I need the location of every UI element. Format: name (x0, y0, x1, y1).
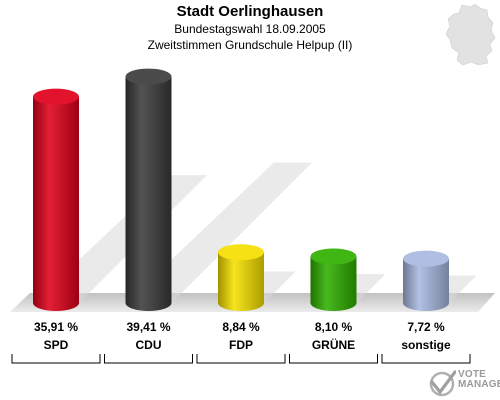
category-label-fdp: FDP (229, 338, 253, 352)
bar-spd (33, 96, 79, 311)
value-label-fdp: 8,84 % (222, 320, 260, 334)
bars-group (33, 68, 449, 311)
chart-header: Stadt Oerlinghausen Bundestagswahl 18.09… (0, 0, 500, 53)
category-bracket-sonstige (381, 354, 471, 364)
category-label-sonstige: sonstige (401, 338, 451, 352)
bar-top-spd (33, 88, 79, 105)
germany-map-icon (445, 4, 496, 66)
value-label-cdu: 39,41 % (126, 320, 170, 334)
vote-manager-logo: VOTE MANAGER (428, 369, 500, 399)
bar-fdp (218, 252, 264, 311)
bar-top-cdu (125, 68, 172, 85)
category-bracket-spd (11, 354, 101, 364)
value-label-gr-ne: 8,10 % (315, 320, 353, 334)
value-label-spd: 35,91 % (34, 320, 78, 334)
vote-manager-wordmark: VOTE MANAGER (458, 370, 500, 390)
category-bracket-fdp (196, 354, 286, 364)
category-label-cdu: CDU (136, 338, 162, 352)
value-labels-group: 35,91 % 39,41 % 8,84 % 8,10 % 7,72 % (34, 320, 445, 334)
bar-sonstige (403, 258, 449, 311)
logo-line-vote: VOTE (458, 369, 487, 380)
bar-shadow-cdu (125, 162, 312, 303)
vote-manager-check-icon (429, 370, 456, 397)
bar-gr-ne (310, 256, 357, 311)
value-label-sonstige: 7,72 % (407, 320, 445, 334)
category-bracket-gr-ne (289, 354, 378, 364)
bar-top-sonstige (403, 250, 449, 267)
chart-title: Stadt Oerlinghausen (176, 3, 324, 20)
category-bracket-cdu (104, 354, 193, 364)
bar-top-gr-ne (310, 248, 357, 265)
bar-cdu (125, 76, 172, 311)
category-labels-group: SPD CDU FDP GRÜNE sonstige (44, 337, 451, 352)
logo-line-manager: MANAGER (458, 379, 500, 390)
category-label-spd: SPD (44, 338, 69, 352)
bar-top-fdp (218, 244, 264, 261)
category-label-gr-ne: GRÜNE (312, 337, 355, 352)
category-brackets (11, 354, 471, 364)
chart-subtitle-election: Bundestagswahl 18.09.2005 (174, 22, 326, 36)
chart-subtitle-district: Zweitstimmen Grundschule Helpup (II) (147, 38, 353, 52)
